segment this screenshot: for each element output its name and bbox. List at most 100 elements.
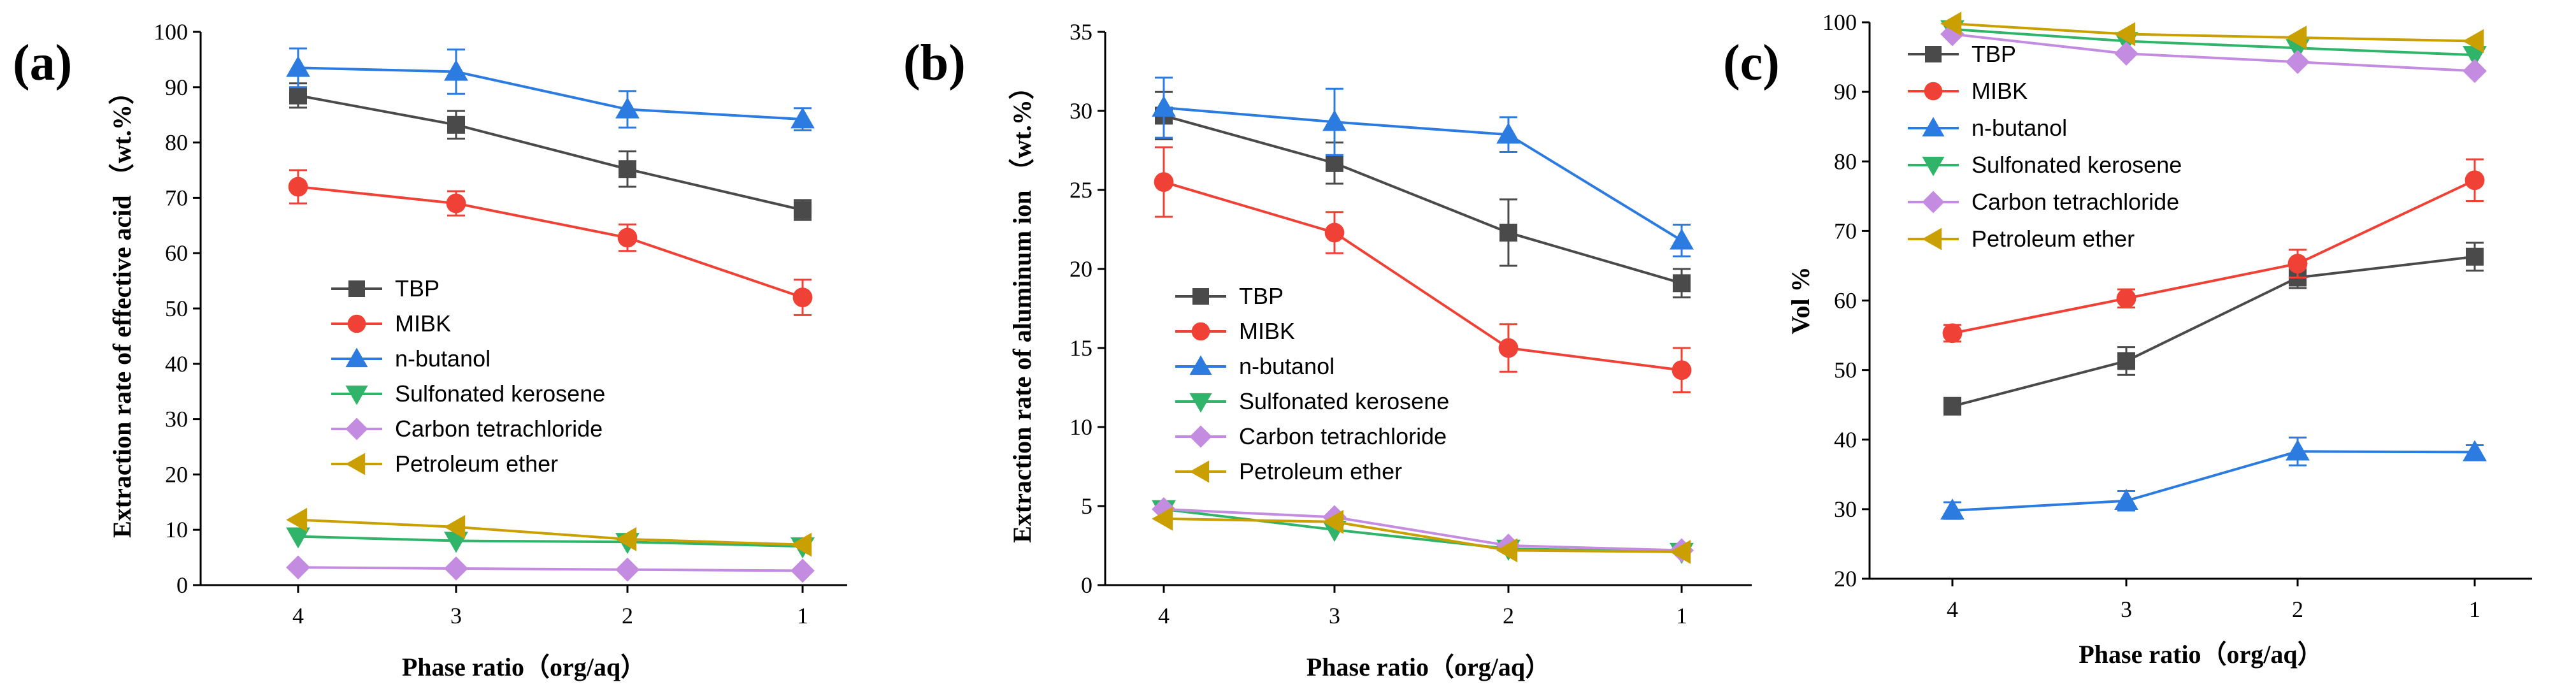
y-tick-label: 70: [1834, 218, 1857, 243]
legend-label: n-butanol: [1239, 353, 1335, 379]
data-point: [2465, 170, 2485, 191]
legend: TBP MIBK n-butanol Sulfonated kerosene Carbo…: [1175, 283, 1449, 484]
data-point: [615, 527, 637, 551]
legend-item: Petroleum ether: [1908, 226, 2135, 252]
x-tick-label: 2: [1503, 603, 1514, 628]
legend-label: Petroleum ether: [1239, 458, 1402, 484]
y-tick-label: 80: [165, 130, 188, 156]
series-mibk: [1942, 158, 2485, 344]
y-tick-label: 60: [1834, 288, 1857, 314]
data-point: [2286, 439, 2310, 461]
series-line: [1952, 27, 2475, 57]
series-line: [1952, 255, 2475, 408]
legend-item: Carbon tetrachloride: [1175, 423, 1447, 449]
y-tick-label: 25: [1070, 177, 1092, 203]
data-point: [791, 532, 812, 557]
y-tick-label: 80: [1834, 149, 1857, 174]
legend-item: n-butanol: [1908, 115, 2067, 141]
legend-marker: [345, 385, 368, 405]
data-point: [1154, 172, 1174, 192]
panel-label: (c): [1723, 35, 1780, 91]
x-tick-label: 3: [1329, 603, 1340, 628]
y-tick-label: 50: [165, 296, 188, 321]
panel-label: (b): [903, 35, 966, 91]
legend-item: Sulfonated kerosene: [1175, 388, 1449, 414]
y-axis-title: Vol %: [1786, 266, 1815, 334]
legend-marker: [345, 347, 368, 368]
series-carbon-tetrachloride: [286, 555, 815, 583]
y-tick-label: 5: [1081, 493, 1092, 519]
legend-label: n-butanol: [1971, 115, 2067, 141]
data-point: [792, 287, 813, 308]
y-tick-label: 0: [1081, 572, 1092, 598]
series-petroleum-ether: [286, 507, 812, 557]
x-tick-label: 1: [797, 603, 808, 628]
data-point: [444, 514, 466, 539]
x-tick-label: 3: [2121, 597, 2132, 622]
legend-item: Carbon tetrachloride: [1908, 189, 2179, 215]
legend-marker: [1192, 288, 1209, 305]
series-carbon-tetrachloride: [1152, 497, 1694, 563]
legend-marker: [1191, 322, 1210, 341]
legend-item: Sulfonated kerosene: [1908, 152, 2182, 178]
series-line: [297, 535, 803, 548]
x-tick-label: 4: [292, 603, 304, 628]
legend-label: Sulfonated kerosene: [1239, 388, 1449, 414]
legend-label: Sulfonated kerosene: [1971, 152, 2182, 178]
panel-label: (a): [13, 35, 72, 91]
x-tick-label: 1: [2469, 597, 2480, 622]
legend-marker: [1189, 425, 1212, 448]
data-point: [1326, 154, 1343, 172]
series-n-butanol: [286, 47, 815, 132]
legend-label: Carbon tetrachloride: [395, 416, 603, 442]
series-line: [297, 185, 803, 299]
chart-panel-1: (a) 0 10 20 30 40 50 60 70 80 90 100 4 3 2 1 Phase ratio…: [13, 19, 847, 681]
chart-panel-2: (b) 0 5 10 15 20 25 30 35 4 3 2 1 Phase ratio（org/aq）…: [903, 19, 1752, 681]
data-point: [289, 86, 307, 105]
data-point: [1498, 338, 1519, 358]
x-tick-label: 3: [450, 603, 462, 628]
data-point: [1496, 538, 1518, 563]
x-tick-label: 4: [1947, 597, 1958, 622]
series-n-butanol: [1152, 76, 1694, 257]
y-tick-label: 20: [1070, 256, 1092, 282]
y-tick-label: 100: [154, 19, 188, 45]
x-tick-label: 4: [1158, 603, 1170, 628]
legend: TBP MIBK n-butanol Sulfonated kerosene Carbo…: [1908, 41, 2182, 252]
data-point: [2466, 247, 2484, 266]
data-point: [447, 115, 465, 134]
y-tick-label: 30: [165, 407, 188, 432]
data-point: [2463, 59, 2487, 83]
y-tick-label: 10: [165, 517, 188, 542]
series-line: [1163, 517, 1682, 553]
y-tick-label: 10: [1070, 414, 1092, 440]
y-tick-label: 20: [1834, 566, 1857, 591]
legend-marker: [1189, 460, 1210, 483]
legend-item: TBP: [1175, 283, 1284, 309]
y-tick-label: 100: [1822, 10, 1857, 35]
series-mibk: [288, 169, 813, 316]
y-tick-label: 30: [1070, 98, 1092, 124]
data-point: [444, 59, 468, 81]
data-point: [1152, 506, 1173, 531]
data-point: [444, 556, 468, 581]
series-tbp: [1155, 91, 1691, 299]
legend-item: TBP: [331, 275, 440, 301]
data-point: [2114, 41, 2138, 66]
y-tick-label: 40: [165, 351, 188, 377]
data-point: [791, 107, 815, 129]
series-petroleum-ether: [1152, 506, 1691, 564]
legend-label: MIBK: [1239, 318, 1295, 344]
legend-label: TBP: [395, 275, 440, 301]
legend-label: Carbon tetrachloride: [1971, 189, 2179, 215]
data-point: [1940, 11, 1962, 36]
series-line: [1952, 178, 2475, 335]
series-tbp: [289, 82, 812, 221]
x-tick-label: 1: [1676, 603, 1687, 628]
series-line: [1163, 114, 1682, 285]
data-point: [1324, 222, 1345, 243]
legend-marker: [345, 417, 368, 440]
series-mibk: [1154, 146, 1692, 393]
data-point: [615, 97, 640, 119]
data-point: [2114, 488, 2138, 510]
